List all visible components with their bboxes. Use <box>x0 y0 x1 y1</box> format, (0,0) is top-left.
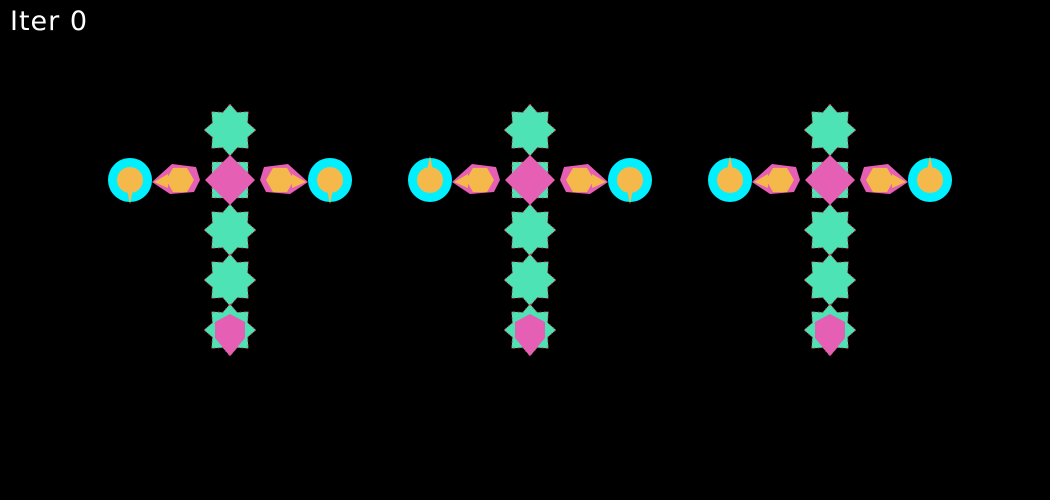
torso-mid <box>503 203 557 257</box>
creature-3 <box>708 103 952 357</box>
foot-orb <box>215 314 245 356</box>
foot-orb <box>515 314 545 356</box>
hand-pointer <box>425 156 435 180</box>
arm-hexagon <box>566 167 594 193</box>
arm-tip <box>592 174 606 188</box>
hand-pointer <box>125 180 135 204</box>
arm-tip <box>154 174 168 188</box>
foot-orb <box>815 314 845 356</box>
torso-mid <box>803 203 857 257</box>
right-hand <box>308 158 352 204</box>
arm-hexagon <box>466 167 494 193</box>
creature-1 <box>108 103 352 357</box>
foot <box>503 303 557 357</box>
hand-pointer <box>725 156 735 180</box>
torso-low <box>803 253 857 307</box>
torso-low <box>503 253 557 307</box>
creature-2 <box>408 103 652 357</box>
foot <box>803 303 857 357</box>
left-hand <box>408 156 452 202</box>
arm-tip <box>892 174 906 188</box>
left-arm <box>152 164 200 194</box>
hand-pointer <box>625 180 635 204</box>
core-joint <box>805 155 855 205</box>
torso-head <box>203 103 257 157</box>
hand-pointer <box>925 156 935 180</box>
left-arm <box>452 164 500 194</box>
torso-low <box>203 253 257 307</box>
arm-hexagon <box>766 167 794 193</box>
right-hand <box>908 156 952 202</box>
left-hand <box>108 158 152 204</box>
right-arm <box>860 164 908 194</box>
arm-tip <box>754 174 768 188</box>
left-hand <box>708 156 752 202</box>
left-arm <box>752 164 800 194</box>
core-joint <box>205 155 255 205</box>
core-joint <box>505 155 555 205</box>
torso-head <box>803 103 857 157</box>
foot <box>203 303 257 357</box>
torso-mid <box>203 203 257 257</box>
arm-hexagon <box>266 167 294 193</box>
right-hand <box>608 158 652 204</box>
hand-pointer <box>325 180 335 204</box>
arm-hexagon <box>166 167 194 193</box>
right-arm <box>560 164 608 194</box>
right-arm <box>260 164 308 194</box>
iteration-counter: Iter 0 <box>10 6 89 37</box>
arm-tip <box>292 174 306 188</box>
arm-hexagon <box>866 167 894 193</box>
torso-head <box>503 103 557 157</box>
arm-tip <box>454 174 468 188</box>
